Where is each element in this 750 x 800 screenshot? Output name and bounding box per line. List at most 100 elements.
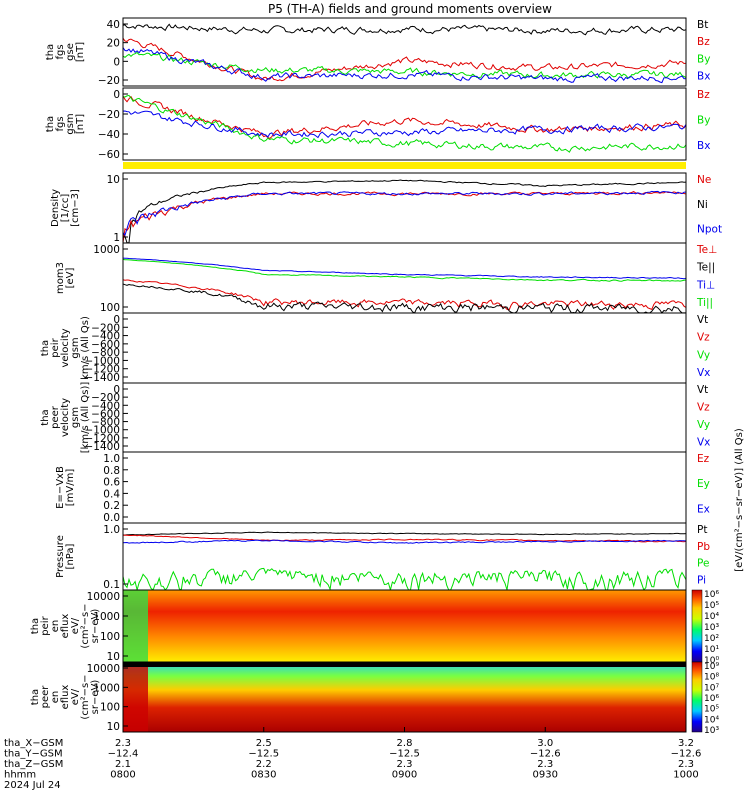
- legend-entry: Vy: [697, 419, 710, 431]
- ytick-label: 0.4: [103, 488, 120, 500]
- panel-ylabel: peer: [40, 685, 51, 709]
- panel-ylabel: km/s (All Qs): [80, 316, 91, 380]
- colorbar-label: 10⁵: [704, 705, 719, 715]
- ytick-label: 0.1: [103, 579, 120, 591]
- ytick-label: 1.0: [103, 453, 120, 465]
- colorbar-label: 10²: [704, 634, 719, 644]
- panel-density: 10 1 Density [1/cc] [cm−3] Ne Ni Npot: [50, 172, 722, 244]
- legend-entry: Ne: [697, 174, 711, 186]
- xaxis-tick-label: 2.2: [256, 759, 272, 770]
- series-temp-Te||: [122, 283, 686, 314]
- ytick-label: 100: [100, 302, 120, 314]
- ytick-label: 10: [107, 721, 120, 733]
- ytick-label: −400: [91, 331, 120, 343]
- colorbar-label: 10⁴: [704, 715, 719, 725]
- series-temp-Ti||: [122, 258, 687, 282]
- legend-entry: Pe: [697, 558, 709, 570]
- panel-ylabel: tha: [40, 409, 51, 425]
- legend-entry: Ez: [697, 453, 710, 465]
- legend-entry: By: [697, 115, 710, 127]
- ytick-label: 0: [113, 314, 120, 326]
- series-fgs_gse-Bz: [122, 37, 687, 82]
- ytick-label: 0.8: [103, 465, 120, 477]
- legend-entry: Vy: [697, 349, 710, 361]
- legend-entry: Vx: [697, 436, 710, 448]
- xaxis-tick-label: 0800: [110, 770, 135, 781]
- panel-ylabel: velocity: [60, 328, 71, 367]
- ytick-label: −60: [98, 149, 120, 161]
- ytick-label: 100: [100, 631, 120, 643]
- panel-ylabel: gse: [65, 43, 76, 61]
- ytick-label: −800: [91, 347, 120, 359]
- series-pressure-Pi: [122, 539, 687, 544]
- ytick-label: 1: [113, 232, 120, 244]
- xaxis-tick-label: 2.8: [397, 738, 413, 749]
- series-fgs_gse-By: [122, 51, 687, 79]
- panel-ylabel: [mV/m]: [65, 469, 76, 507]
- colorbar-label: 10⁴: [704, 612, 719, 622]
- panel-ylabel: tha: [45, 44, 56, 60]
- legend-entry: Ey: [697, 478, 710, 490]
- ytick-label: −800: [91, 417, 120, 429]
- xaxis-tick-label: −12.5: [389, 749, 420, 760]
- legend-entry: By: [697, 53, 710, 65]
- ytick-label: 40: [107, 19, 120, 31]
- panel-ylabel: fgs: [55, 44, 66, 59]
- xaxis-tick-label: −12.6: [530, 749, 561, 760]
- colorbar-label: 10⁰: [704, 656, 719, 666]
- panel-ylabel: (cm²−s−: [80, 674, 91, 719]
- panel-ylabel: eV/: [70, 688, 81, 705]
- quality-flag-bar: [123, 162, 686, 169]
- panel-ylabel: en: [50, 620, 61, 633]
- ytick-label: −1200: [84, 364, 120, 376]
- xaxis-tick-label: 3.0: [537, 738, 553, 749]
- legend-entry: Bx: [697, 140, 710, 152]
- series-pressure-Pe: [122, 567, 687, 592]
- colorbar-label: 10⁶: [704, 590, 719, 600]
- panel-efield: 1.00.80.60.40.20.0 E=−VxB [mV/m] Ez Ey Ex: [55, 451, 710, 524]
- panel-ylabel: fgs: [55, 116, 66, 131]
- panel-ylabel: sr−eV): [90, 680, 101, 715]
- panel-ylabel: peir: [50, 337, 61, 357]
- legend-entry: Vt: [697, 384, 708, 396]
- ytick-label: −1000: [84, 355, 120, 367]
- chart-title: P5 (TH-A) fields and ground moments over…: [268, 2, 552, 16]
- ytick-label: −600: [91, 408, 120, 420]
- panel-fgs_gse: 40 20 0 −20 tha fgs gse [nT] Bt Bz By Bx: [45, 17, 710, 87]
- legend-entry: Pt: [697, 524, 707, 536]
- ytick-label: −600: [91, 339, 120, 351]
- colorbar-label: 10⁶: [704, 694, 719, 704]
- legend-entry: Ti||: [696, 297, 713, 309]
- xaxis-row-name: tha_X−GSM: [4, 738, 63, 749]
- panel-frame: [122, 172, 687, 244]
- legend-entry: Vx: [697, 367, 710, 379]
- spectrogram-peer_en-onset: [123, 662, 148, 732]
- ytick-label: −1000: [84, 425, 120, 437]
- ytick-label: −1400: [84, 441, 120, 453]
- colorbar-label: 10⁸: [704, 673, 719, 683]
- panel-frame: [122, 451, 687, 524]
- panel-ylabel: gsm: [70, 407, 81, 428]
- ytick-label: 10: [107, 651, 120, 663]
- ytick-label: 10: [107, 174, 120, 186]
- panel-ylabel: eV/: [70, 617, 81, 634]
- legend-entry: Bt: [697, 19, 708, 31]
- series-fgs_gsm-Bz: [122, 95, 687, 139]
- panel-ylabel: [cm−3]: [70, 189, 81, 227]
- xaxis-tick-label: 1000: [673, 770, 698, 781]
- ytick-label: 0.0: [103, 512, 120, 524]
- xaxis-tick-label: −12.4: [108, 749, 139, 760]
- xaxis-tick-label: −12.5: [248, 749, 279, 760]
- legend-entry: Bz: [697, 36, 710, 48]
- legend-entry: Vz: [697, 332, 710, 344]
- ytick-label: −1400: [84, 372, 120, 384]
- panel-ylabel: Pressure: [55, 535, 66, 578]
- spectrogram-gap: [123, 662, 686, 667]
- ytick-label: 10000: [87, 663, 120, 675]
- ytick-label: 1000: [93, 244, 120, 256]
- xaxis-tick-label: 2.5: [256, 738, 272, 749]
- ytick-label: −200: [91, 322, 120, 334]
- legend-entry: Vz: [697, 401, 710, 413]
- legend-entry: Npot: [697, 224, 722, 236]
